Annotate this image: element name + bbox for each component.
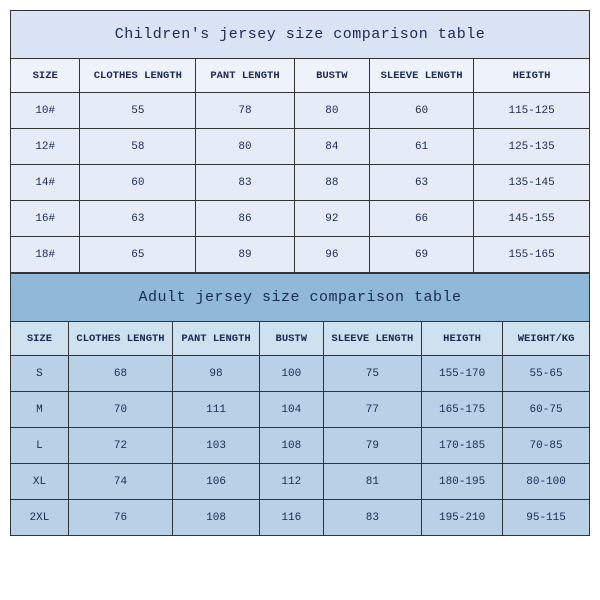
table-cell: 92: [294, 201, 369, 237]
table-cell: 63: [369, 165, 473, 201]
table-cell: 103: [173, 428, 260, 464]
table-cell: L: [11, 428, 69, 464]
adult-table-title: Adult jersey size comparison table: [11, 274, 590, 322]
table-cell: 88: [294, 165, 369, 201]
table-row: XL7410611281180-19580-100: [11, 464, 590, 500]
table-cell: XL: [11, 464, 69, 500]
column-header: HEIGTH: [474, 59, 590, 93]
column-header: WEIGHT/KG: [503, 322, 590, 356]
table-cell: 112: [259, 464, 323, 500]
table-cell: 77: [323, 392, 421, 428]
table-cell: S: [11, 356, 69, 392]
size-tables-container: Children's jersey size comparison table …: [10, 10, 590, 536]
table-row: 12#58808461125-135: [11, 129, 590, 165]
column-header: SIZE: [11, 322, 69, 356]
column-header: CLOTHES LENGTH: [68, 322, 172, 356]
table-cell: 68: [68, 356, 172, 392]
table-cell: 14#: [11, 165, 80, 201]
column-header: SLEEVE LENGTH: [369, 59, 473, 93]
table-cell: 108: [259, 428, 323, 464]
table-cell: 80: [196, 129, 294, 165]
table-cell: 60: [369, 93, 473, 129]
column-header: PANT LENGTH: [173, 322, 260, 356]
table-cell: 61: [369, 129, 473, 165]
table-cell: 80: [294, 93, 369, 129]
table-row: L7210310879170-18570-85: [11, 428, 590, 464]
table-row: 14#60838863135-145: [11, 165, 590, 201]
table-cell: 170-185: [422, 428, 503, 464]
table-cell: 145-155: [474, 201, 590, 237]
table-cell: 115-125: [474, 93, 590, 129]
table-cell: 60-75: [503, 392, 590, 428]
table-cell: 60: [80, 165, 196, 201]
table-cell: 63: [80, 201, 196, 237]
table-cell: 76: [68, 500, 172, 536]
table-row: 10#55788060115-125: [11, 93, 590, 129]
children-header-row: SIZECLOTHES LENGTHPANT LENGTHBUSTWSLEEVE…: [11, 59, 590, 93]
table-cell: 55-65: [503, 356, 590, 392]
table-row: S689810075155-17055-65: [11, 356, 590, 392]
table-cell: 100: [259, 356, 323, 392]
table-cell: 80-100: [503, 464, 590, 500]
table-cell: 135-145: [474, 165, 590, 201]
table-cell: 95-115: [503, 500, 590, 536]
table-cell: 83: [323, 500, 421, 536]
table-cell: 83: [196, 165, 294, 201]
table-cell: 78: [196, 93, 294, 129]
table-cell: 66: [369, 201, 473, 237]
table-cell: 74: [68, 464, 172, 500]
table-cell: 111: [173, 392, 260, 428]
table-cell: 86: [196, 201, 294, 237]
table-cell: 106: [173, 464, 260, 500]
table-cell: 10#: [11, 93, 80, 129]
table-cell: 180-195: [422, 464, 503, 500]
table-cell: 55: [80, 93, 196, 129]
column-header: CLOTHES LENGTH: [80, 59, 196, 93]
table-cell: 79: [323, 428, 421, 464]
table-cell: 70-85: [503, 428, 590, 464]
table-row: 2XL7610811683195-21095-115: [11, 500, 590, 536]
table-cell: 84: [294, 129, 369, 165]
table-cell: 116: [259, 500, 323, 536]
table-cell: 195-210: [422, 500, 503, 536]
column-header: SIZE: [11, 59, 80, 93]
table-cell: 165-175: [422, 392, 503, 428]
column-header: BUSTW: [259, 322, 323, 356]
table-cell: 96: [294, 237, 369, 273]
table-row: M7011110477165-17560-75: [11, 392, 590, 428]
column-header: SLEEVE LENGTH: [323, 322, 421, 356]
table-row: 16#63869266145-155: [11, 201, 590, 237]
adult-header-row: SIZECLOTHES LENGTHPANT LENGTHBUSTWSLEEVE…: [11, 322, 590, 356]
table-cell: 70: [68, 392, 172, 428]
table-cell: 2XL: [11, 500, 69, 536]
table-cell: 75: [323, 356, 421, 392]
table-cell: 12#: [11, 129, 80, 165]
table-row: 18#65899669155-165: [11, 237, 590, 273]
table-cell: 108: [173, 500, 260, 536]
table-cell: 89: [196, 237, 294, 273]
table-cell: 81: [323, 464, 421, 500]
table-cell: 65: [80, 237, 196, 273]
table-cell: 72: [68, 428, 172, 464]
column-header: BUSTW: [294, 59, 369, 93]
table-cell: 104: [259, 392, 323, 428]
table-cell: 98: [173, 356, 260, 392]
column-header: HEIGTH: [422, 322, 503, 356]
children-table-title: Children's jersey size comparison table: [11, 11, 590, 59]
table-cell: 16#: [11, 201, 80, 237]
column-header: PANT LENGTH: [196, 59, 294, 93]
table-cell: 125-135: [474, 129, 590, 165]
table-cell: 58: [80, 129, 196, 165]
table-cell: 155-165: [474, 237, 590, 273]
children-size-table: Children's jersey size comparison table …: [10, 10, 590, 273]
table-cell: M: [11, 392, 69, 428]
table-cell: 155-170: [422, 356, 503, 392]
adult-size-table: Adult jersey size comparison table SIZEC…: [10, 273, 590, 536]
table-cell: 69: [369, 237, 473, 273]
table-cell: 18#: [11, 237, 80, 273]
